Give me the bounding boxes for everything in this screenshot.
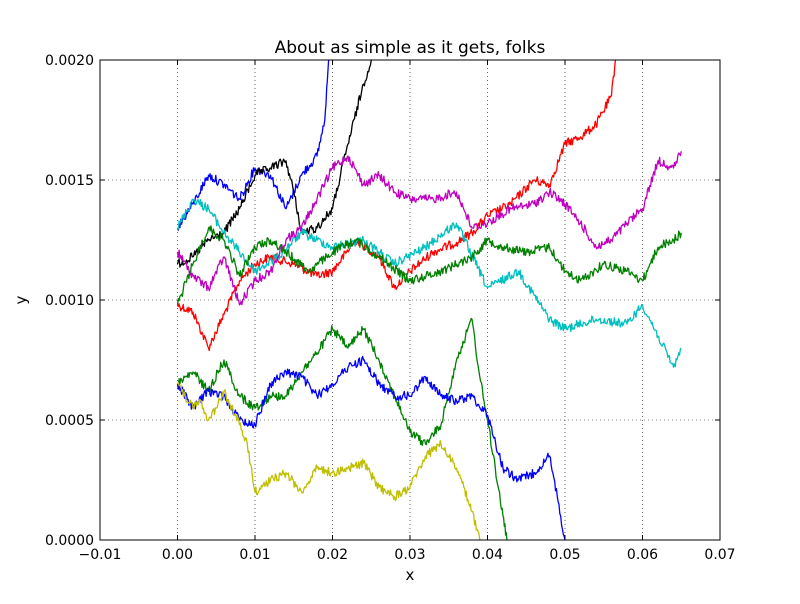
series-layer: [176, 60, 682, 540]
series-line-8: [176, 381, 481, 540]
y-tick-label: 0.0010: [45, 293, 94, 309]
series-line-0: [176, 60, 617, 352]
y-tick-label: 0.0005: [45, 413, 94, 429]
x-tick-label: 0.00: [162, 547, 193, 563]
x-tick-label: 0.03: [394, 547, 425, 563]
y-tick-label: 0.0020: [45, 53, 94, 69]
series-line-7: [176, 355, 566, 540]
x-tick-label: 0.07: [704, 547, 735, 563]
x-tick-label: 0.01: [239, 547, 270, 563]
x-tick-label: 0.05: [549, 547, 580, 563]
series-line-5: [176, 225, 682, 305]
series-line-6: [176, 317, 508, 540]
y-tick-label: 0.0000: [45, 533, 94, 549]
series-line-4: [176, 151, 682, 306]
x-tick-label: 0.04: [472, 547, 503, 563]
series-line-1: [176, 60, 330, 231]
x-axis-label: x: [406, 566, 415, 584]
ticks: −0.01 0.00 0.01 0.02 0.03 0.04 0.05 0.06 0.07 0.0…: [45, 53, 736, 563]
chart-title: About as simple as it gets, folks: [275, 38, 546, 58]
x-tick-label: 0.06: [627, 547, 658, 563]
y-axis-label: y: [12, 295, 30, 304]
y-tick-label: 0.0015: [45, 173, 94, 189]
x-tick-label: −0.01: [79, 547, 122, 563]
series-line-3: [176, 198, 682, 368]
series-line-2: [176, 60, 372, 268]
x-tick-label: 0.02: [317, 547, 348, 563]
